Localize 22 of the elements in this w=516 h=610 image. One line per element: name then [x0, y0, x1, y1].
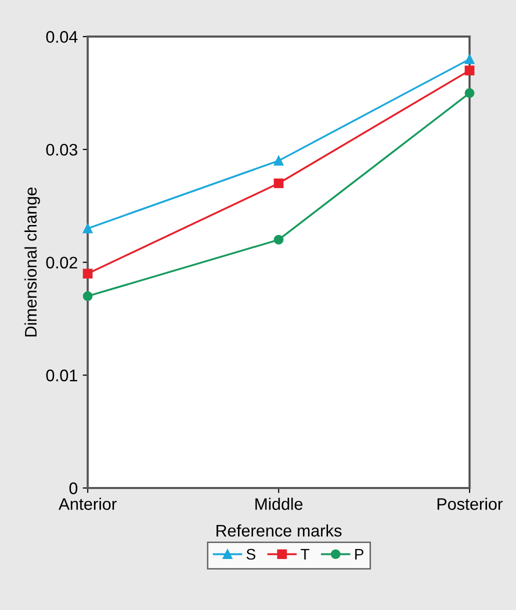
- point: [82, 291, 93, 302]
- y-tick-label: 0: [69, 482, 78, 494]
- point: [82, 224, 93, 234]
- legend-label: T: [300, 549, 310, 560]
- x-tick-label: Posterior: [438, 498, 503, 510]
- y-tick-label: 0.02: [46, 256, 78, 269]
- y-axis-title: Dimensional change: [24, 188, 40, 336]
- x-axis-title: Reference marks: [216, 524, 342, 537]
- point: [464, 54, 474, 64]
- y-tick-label: 0.03: [46, 144, 78, 156]
- y-tick-label: 0.04: [46, 31, 78, 43]
- y-tick-label: 0.01: [46, 370, 78, 382]
- legend-label: P: [355, 549, 364, 560]
- x-tick-label: Anterior: [58, 498, 117, 510]
- point: [82, 268, 93, 278]
- x-tick-label: Middle: [255, 498, 302, 510]
- legend-label: S: [246, 548, 256, 560]
- point: [274, 234, 284, 245]
- point: [464, 88, 474, 98]
- point: [274, 178, 284, 188]
- point: [464, 66, 474, 76]
- point: [274, 156, 284, 166]
